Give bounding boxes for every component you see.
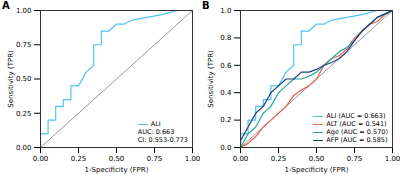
svg-text:0.00: 0.00	[16, 144, 32, 152]
svg-text:0.75: 0.75	[347, 155, 363, 163]
svg-text:1.00: 1.00	[385, 155, 400, 163]
svg-text:0.25: 0.25	[16, 109, 32, 117]
svg-text:1-Specificity (FPR): 1-Specificity (FPR)	[285, 166, 349, 174]
html-text:ALT (AUC = 0.541): ALT (AUC = 0.541)	[326, 120, 387, 128]
svg-text:0.25: 0.25	[271, 155, 287, 163]
svg-text:0.75: 0.75	[16, 41, 32, 49]
svg-text:1-Specificity (FPR): 1-Specificity (FPR)	[85, 166, 149, 174]
svg-text:0.50: 0.50	[16, 75, 32, 83]
svg-text:1.0: 1.0	[220, 7, 231, 15]
svg-text:0.6: 0.6	[220, 62, 232, 70]
svg-text:0.4: 0.4	[220, 89, 232, 97]
html-text:AUC: 0.663: AUC: 0.663	[137, 128, 175, 136]
svg-text:0.8: 0.8	[220, 34, 231, 42]
html-text:AFP (AUC = 0.585): AFP (AUC = 0.585)	[326, 136, 388, 144]
svg-text:0.2: 0.2	[220, 116, 231, 124]
svg-text:1.00: 1.00	[16, 7, 32, 15]
html-text:CI: 0.553-0.773: CI: 0.553-0.773	[137, 136, 188, 144]
html-text:ALI: ALI	[150, 120, 161, 128]
html-text:B: B	[202, 0, 210, 11]
svg-text:0.50: 0.50	[109, 155, 125, 163]
html-text:A: A	[2, 0, 10, 11]
svg-text:Sensitivity (TPR): Sensitivity (TPR)	[207, 50, 215, 108]
svg-text:0.00: 0.00	[233, 155, 249, 163]
svg-text:1.00: 1.00	[185, 155, 200, 163]
svg-text:0.25: 0.25	[71, 155, 87, 163]
svg-text:Sensitivity (TPR): Sensitivity (TPR)	[7, 50, 15, 108]
html-text:Age (AUC = 0.570): Age (AUC = 0.570)	[326, 128, 388, 136]
svg-text:0.50: 0.50	[309, 155, 325, 163]
html-text:ALI (AUC = 0.663): ALI (AUC = 0.663)	[326, 112, 386, 120]
svg-text:0.00: 0.00	[33, 155, 49, 163]
svg-text:0.75: 0.75	[147, 155, 163, 163]
svg-text:0.0: 0.0	[220, 144, 231, 152]
